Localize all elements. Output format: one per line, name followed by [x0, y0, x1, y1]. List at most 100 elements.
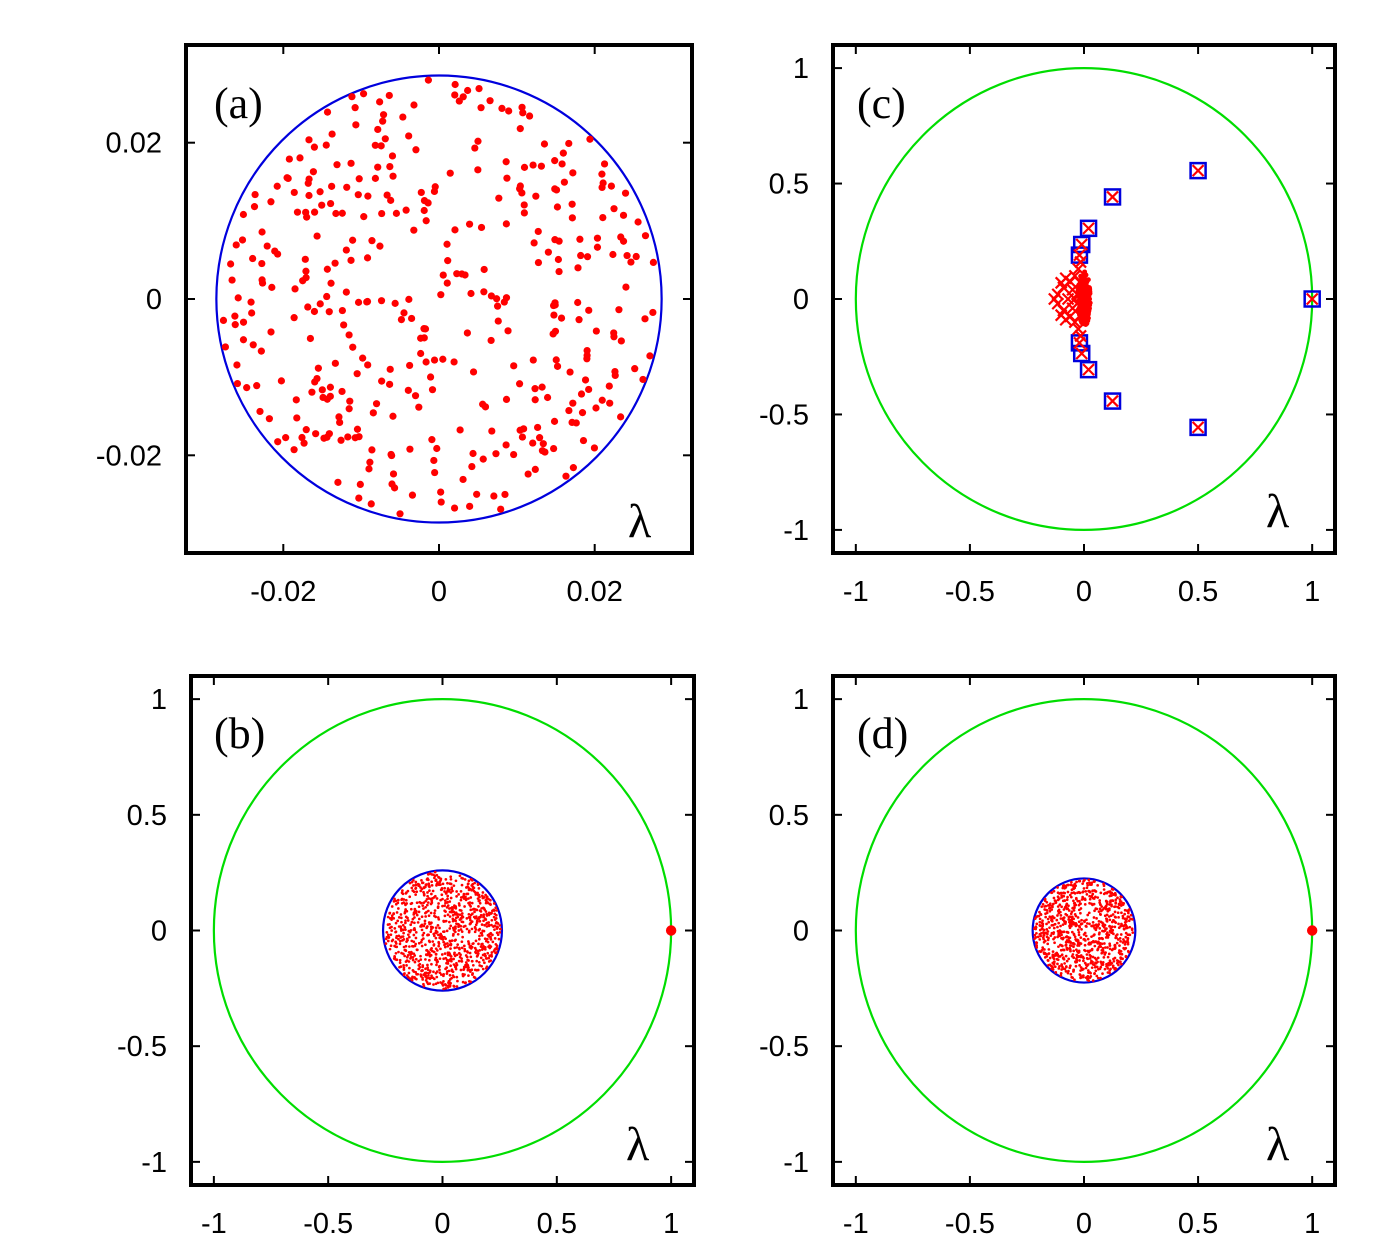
panel-d-eigenvalues-point — [1113, 905, 1116, 909]
panel-c-crosses-marker — [1191, 164, 1205, 177]
panel-a-eigenvalues-point — [627, 258, 635, 266]
panel-a-eigenvalues-point — [293, 414, 301, 422]
panel-b-eigenvalues-point — [474, 915, 478, 918]
panel-b-eigenvalues-point — [492, 902, 496, 905]
panel-a-eigenvalues-point — [575, 316, 583, 324]
panel-d-eigenvalues-point — [1088, 894, 1091, 898]
panel-b-eigenvalues-point — [434, 982, 438, 986]
panel-a-eigenvalues-point — [355, 494, 363, 502]
panel-d-eigenvalues-point — [1045, 911, 1049, 915]
panel-d-eigenvalues-point — [1038, 924, 1042, 927]
panel-b-eigenvalues-point — [442, 972, 446, 976]
panel-b-eigenvalues-point — [426, 963, 429, 967]
panel-b-eigenvalues-point — [448, 927, 452, 930]
panel-d-xtick-label: -1 — [843, 1208, 869, 1240]
panel-d-eigenvalues-point — [1110, 891, 1114, 895]
panel-b-eigenvalues-point — [471, 885, 475, 889]
panel-d-eigenvalues-point — [1068, 944, 1072, 947]
panel-d-eigenvalues-point — [1042, 934, 1046, 937]
panel-a-eigenvalues-point — [487, 292, 496, 300]
panel-a-eigenvalues-point — [520, 209, 528, 217]
panel-a-eigenvalues-point — [518, 189, 526, 197]
panel-a-eigenvalues-point — [549, 330, 557, 338]
panel-d-eigenvalues-point — [1098, 936, 1101, 940]
panel-a-eigenvalues-point — [619, 211, 628, 219]
panel-d-eigenvalues-point — [1086, 977, 1090, 981]
panel-b-eigenvalues-point — [422, 973, 425, 977]
panel-d-eigenvalues-point — [1060, 894, 1063, 897]
panel-a-eigenvalues-point — [544, 248, 552, 256]
panel-b-eigenvalues-point — [446, 881, 449, 885]
panel-a-eigenvalues-point — [534, 227, 542, 236]
panel-a-eigenvalues-point — [345, 331, 353, 339]
panel-d-eigenvalues-point — [1094, 889, 1097, 893]
panel-b-eigenvalues-point — [444, 986, 448, 990]
panel-b-eigenvalues-point — [398, 961, 402, 965]
panel-d-eigenvalues-point — [1064, 969, 1068, 973]
panel-b-eigenvalues-point — [463, 878, 467, 881]
panel-c-crosses-marker — [1106, 190, 1119, 204]
panel-d-eigenvalues-point — [1114, 901, 1118, 904]
panel-a-eigenvalues-point — [250, 203, 259, 211]
panel-b-eigenvalues-point — [388, 916, 392, 920]
panel-b-eigenvalues-point — [406, 954, 410, 957]
panel-a-eigenvalues-point — [381, 135, 389, 143]
panel-b-eigenvalues-point — [417, 959, 421, 963]
panel-b-eigenvalues-point — [449, 943, 453, 947]
panel-d-eigenvalues-point — [1070, 930, 1074, 934]
panel-a-eigenvalues-point — [574, 264, 582, 272]
panel-a-eigenvalues-point — [453, 270, 461, 278]
panel-b-eigenvalues-point — [418, 962, 422, 966]
panel-b-eigenvalues-point — [440, 893, 444, 897]
panel-d-leading-eigenvalue-point — [1306, 925, 1318, 936]
panel-a-eigenvalues-point — [386, 163, 394, 171]
panel-a-eigenvalues-point — [316, 188, 324, 196]
panel-b-eigenvalues-point — [468, 887, 472, 891]
panel-b-eigenvalues-point — [384, 942, 388, 945]
panel-a-eigenvalues-point — [530, 239, 538, 247]
panel-b-eigenvalues-point — [409, 902, 413, 906]
panel-b-eigenvalues-point — [442, 930, 446, 933]
panel-d-eigenvalues-point — [1106, 890, 1109, 894]
panel-a-eigenvalues-point — [302, 208, 310, 216]
panel-d-eigenvalues-point — [1126, 911, 1130, 915]
panel-d-eigenvalues-point — [1070, 888, 1074, 892]
panel-a-eigenvalues-point — [585, 306, 593, 314]
panel-b-eigenvalues-point — [444, 877, 448, 881]
panel-a-eigenvalues-point — [316, 300, 324, 308]
panel-a-eigenvalues-point — [302, 274, 310, 282]
panel-d-eigenvalues-point — [1062, 967, 1066, 971]
panel-b-eigenvalues-point — [473, 910, 476, 914]
panel-b-eigenvalues-point — [446, 944, 450, 948]
panel-d-eigenvalues-point — [1083, 903, 1087, 906]
panel-a-eigenvalues-point — [557, 314, 566, 322]
panel-d-eigenvalues-point — [1110, 903, 1113, 907]
panel-a-eigenvalues-point — [646, 352, 654, 360]
panel-d-eigenvalues-point — [1040, 927, 1044, 930]
panel-b-eigenvalues-point — [399, 913, 403, 916]
panel-a-eigenvalues-point — [503, 174, 511, 182]
panel-a-eigenvalues-point — [239, 210, 248, 219]
panel-b-eigenvalues-point — [399, 936, 403, 939]
panel-a-eigenvalues-point — [304, 303, 312, 311]
panel-b-eigenvalues-point — [427, 921, 431, 924]
panel-b-eigenvalues-point — [424, 943, 427, 947]
panel-b-eigenvalues-point — [404, 915, 408, 919]
panel-d-eigenvalues-point — [1088, 901, 1091, 905]
panel-b-eigenvalues-point — [456, 979, 459, 983]
panel-b-eigenvalues-point — [417, 910, 421, 914]
panel-b-eigenvalues-point — [482, 913, 486, 916]
panel-d-eigenvalues-point — [1033, 933, 1037, 937]
panel-d-eigenvalues-point — [1044, 952, 1048, 956]
panel-a-eigenvalues-point — [536, 434, 544, 442]
panel-d-eigenvalues-point — [1043, 897, 1047, 901]
panel-a-eigenvalues-point — [228, 276, 236, 284]
panel-b-eigenvalues-point — [448, 940, 452, 943]
panel-b-eigenvalues-point — [484, 939, 488, 943]
panel-a-eigenvalues-point — [233, 361, 241, 369]
panel-b-eigenvalues-point — [443, 943, 446, 947]
panel-d-xtick-label: -0.5 — [945, 1208, 995, 1240]
panel-b-eigenvalues-point — [465, 892, 468, 896]
panel-a-eigenvalues-point — [323, 265, 331, 273]
panel-d-eigenvalues-point — [1105, 917, 1109, 921]
